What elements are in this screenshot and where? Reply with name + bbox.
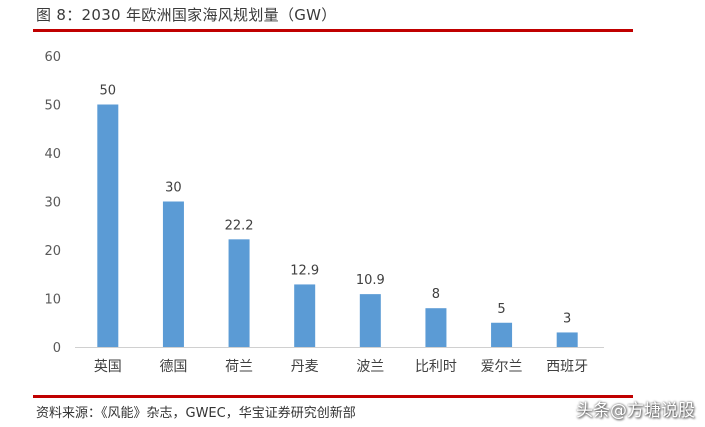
x-category-label: 丹麦 <box>291 359 319 375</box>
y-tick-label: 50 <box>44 99 61 114</box>
bar <box>97 104 119 347</box>
bar <box>359 294 381 347</box>
y-tick-label: 10 <box>44 293 61 308</box>
data-label: 12.9 <box>290 263 319 278</box>
data-label: 10.9 <box>356 273 385 288</box>
y-tick-label: 20 <box>44 244 61 259</box>
bottom-red-rule <box>33 395 633 398</box>
y-tick-label: 60 <box>44 50 61 65</box>
top-red-rule <box>33 29 633 32</box>
x-category-label: 德国 <box>159 359 187 375</box>
watermark: 头条@方塘说股 <box>576 401 695 421</box>
data-label: 30 <box>165 181 182 196</box>
y-tick-label: 40 <box>44 147 61 162</box>
y-tick-label: 30 <box>44 196 61 211</box>
data-label: 22.2 <box>225 218 254 233</box>
x-axis: 英国 德国 荷兰 丹麦 波兰 比利时 爱尔兰 西班牙 <box>75 347 604 375</box>
bar-series: 50 30 22.2 12.9 10.9 8 5 3 <box>97 84 578 347</box>
bar <box>162 201 184 347</box>
data-label: 5 <box>497 302 505 317</box>
bar <box>491 322 513 347</box>
bar <box>425 308 447 347</box>
bar <box>556 332 578 347</box>
x-category-label: 荷兰 <box>225 359 253 375</box>
x-category-label: 爱尔兰 <box>481 359 523 375</box>
bar <box>228 239 250 347</box>
bar <box>294 284 316 347</box>
chart-title: 图 8：2030 年欧洲国家海风规划量（GW） <box>36 6 337 24</box>
data-label: 50 <box>100 84 117 99</box>
x-category-label: 英国 <box>94 358 122 375</box>
bar-chart: 0 10 20 30 40 50 60 50 30 22.2 12.9 10.9 8 5 3 英国 德国 荷兰… <box>44 50 604 375</box>
source-note: 资料来源：《风能》杂志，GWEC，华宝证券研究创新部 <box>36 406 356 421</box>
y-axis: 0 10 20 30 40 50 60 <box>44 50 61 356</box>
data-label: 8 <box>432 287 440 302</box>
x-category-label: 波兰 <box>356 359 384 375</box>
data-label: 3 <box>563 311 571 326</box>
y-tick-label: 0 <box>53 341 61 356</box>
x-category-label: 比利时 <box>415 359 457 375</box>
x-category-label: 西班牙 <box>546 359 588 375</box>
